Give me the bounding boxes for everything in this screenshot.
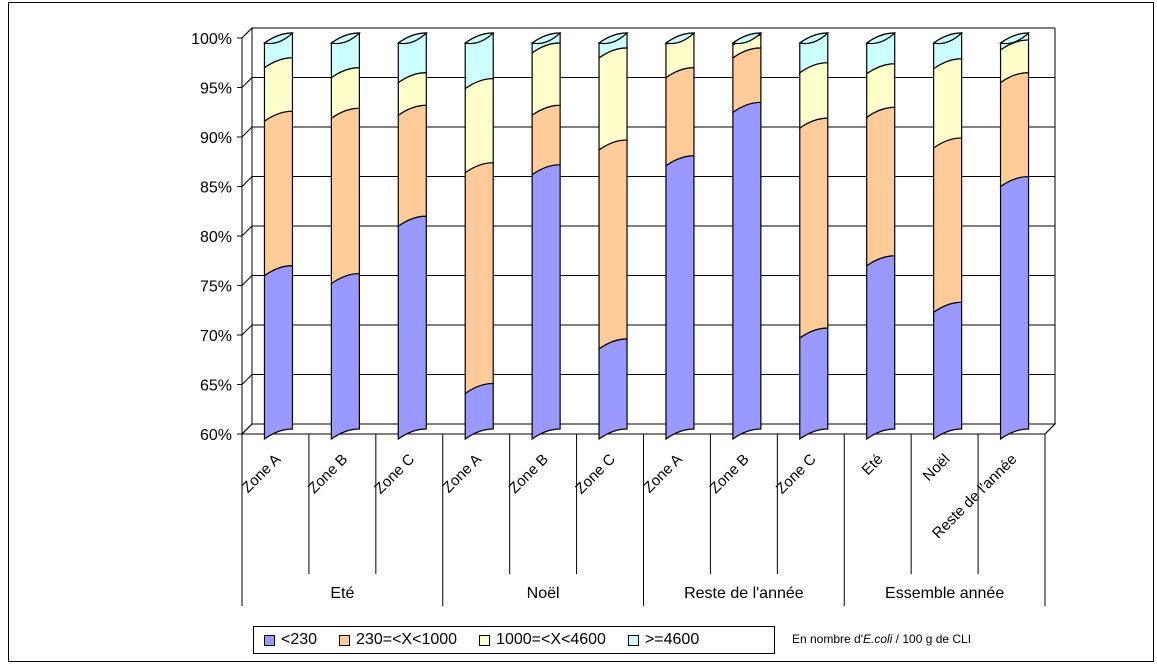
legend-label: 1000=<X<4600	[496, 631, 606, 648]
bar-cap	[597, 32, 629, 45]
bar-segment	[933, 301, 963, 441]
bar-segment	[263, 57, 294, 123]
bar-segment	[397, 215, 427, 441]
gridline-slant	[241, 324, 253, 336]
bar-segment	[999, 71, 1030, 188]
legend-label: 230=<X<1000	[356, 631, 458, 648]
bar-cap	[664, 32, 696, 45]
bar-segment	[330, 272, 360, 441]
legend-swatch-230-1000	[339, 634, 351, 646]
bar-segment	[866, 106, 896, 267]
note-organism: E.coli	[863, 632, 893, 646]
gridline-slant	[241, 27, 253, 39]
legend-item: >=4600	[627, 631, 700, 649]
x-tick-label: Zone B	[305, 451, 351, 497]
y-tick-label: 85%	[200, 180, 232, 197]
bar-segment	[464, 162, 494, 395]
x-tick-label: Zone A	[640, 451, 686, 497]
y-tick-label: 65%	[200, 378, 232, 395]
bar-cap	[798, 32, 830, 45]
bar-segment	[464, 382, 494, 441]
bar-segment	[866, 255, 896, 441]
bar-segment	[665, 67, 695, 167]
gridline-slant	[241, 275, 253, 286]
bar-segment	[598, 47, 628, 152]
bar-cap	[865, 32, 897, 45]
group-label: Eté	[330, 585, 354, 602]
bar-cap	[263, 32, 294, 45]
bar-segment	[799, 327, 829, 441]
bar-cap	[530, 32, 562, 45]
legend-item: 1000=<X<4600	[479, 631, 606, 649]
bar-segment	[933, 137, 963, 314]
bar-segment	[330, 107, 360, 285]
legend-label: >=4600	[644, 631, 700, 648]
bar-segment	[732, 101, 762, 441]
gridline-slant	[241, 77, 253, 88]
bar-cap	[329, 32, 361, 45]
axis-table-corner	[1044, 423, 1056, 435]
gridline-slant	[241, 176, 253, 187]
y-tick-label: 90%	[200, 130, 232, 147]
x-tick-label: Zone A	[239, 451, 285, 497]
legend: <230 230=<X<1000 1000=<X<4600 >=4600	[253, 626, 775, 654]
x-tick-label: Zone B	[706, 451, 752, 497]
y-tick-label: 60%	[200, 427, 232, 444]
x-tick-label: Zone C	[773, 451, 820, 498]
x-tick-label: Zone B	[506, 451, 552, 497]
y-tick-label: 100%	[191, 31, 232, 48]
x-tick-label: Zone C	[572, 451, 619, 498]
bar-cap	[731, 32, 763, 45]
bar-segment	[531, 42, 561, 117]
group-label: Essemble année	[885, 585, 1004, 602]
bar-segment	[598, 139, 628, 351]
x-tick-label: Eté	[859, 451, 887, 479]
note-suffix: / 100 g de CLI	[892, 632, 972, 646]
x-tick-label: Zone C	[371, 451, 418, 498]
bar-segment	[598, 338, 628, 441]
y-tick-label: 80%	[200, 229, 232, 246]
x-tick-label: Zone A	[439, 451, 485, 497]
legend-swatch-lt230	[264, 634, 275, 646]
units-note: En nombre d'E.coli / 100 g de CLI	[792, 632, 971, 646]
bar-cap	[932, 32, 964, 45]
bar-cap	[999, 32, 1031, 45]
bar-segment	[799, 117, 829, 340]
note-prefix: En nombre d'	[792, 632, 863, 646]
bar-segment	[531, 104, 561, 176]
bar-cap	[463, 32, 495, 45]
bar-cap	[396, 32, 428, 45]
y-tick-label: 95%	[200, 81, 232, 98]
bar-segment	[531, 164, 561, 441]
gridline-slant	[241, 374, 253, 385]
legend-label: <230	[281, 631, 318, 648]
legend-item: 230=<X<1000	[339, 631, 457, 649]
bar-segment	[397, 104, 427, 228]
bar-segment	[263, 110, 294, 277]
bar-segment	[464, 77, 494, 174]
y-tick-label: 75%	[200, 279, 232, 296]
legend-swatch-1000-4600	[479, 634, 491, 646]
group-label: Noël	[527, 585, 560, 602]
bar-segment	[263, 265, 294, 441]
group-label: Reste de l'année	[684, 585, 804, 602]
x-tick-label: Noël	[920, 451, 954, 485]
bar-segment	[799, 62, 829, 130]
gridline-slant	[241, 126, 253, 138]
legend-swatch-ge4600	[627, 634, 639, 646]
bar-segment	[999, 175, 1030, 441]
chart-frame	[8, 2, 1154, 662]
y-tick-label: 70%	[200, 328, 232, 345]
legend-item: <230	[264, 631, 317, 649]
bar-segment	[732, 47, 762, 114]
gridline-slant	[241, 225, 253, 237]
bar-segment	[665, 155, 695, 441]
bar-segment	[933, 58, 963, 150]
